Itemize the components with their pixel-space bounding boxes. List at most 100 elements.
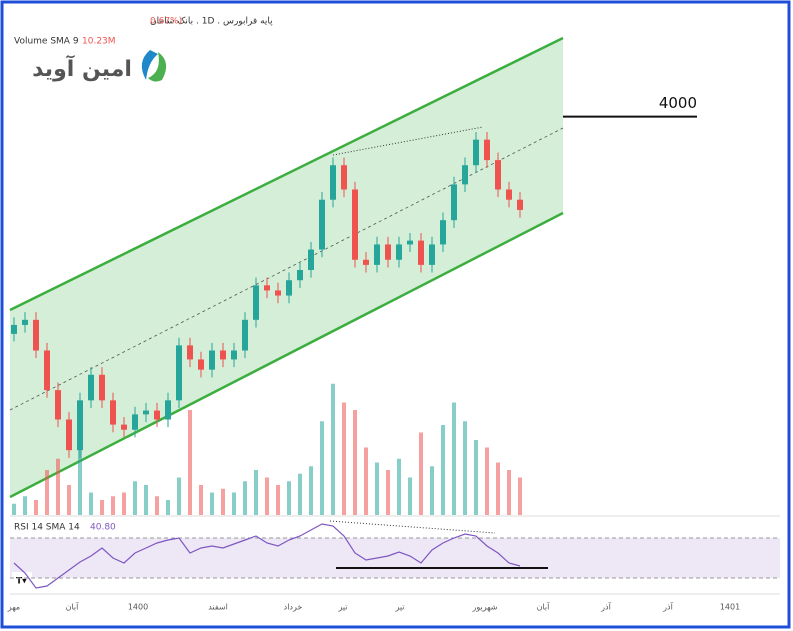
candle-body	[55, 390, 61, 420]
channel-mid	[9, 127, 564, 411]
candle-body	[176, 345, 182, 401]
volume-bar	[430, 466, 434, 515]
volume-bar	[232, 492, 236, 515]
candle-body	[187, 345, 193, 360]
volume-sma: 10.23M	[82, 37, 116, 47]
volume-bar	[166, 500, 170, 515]
candle-body	[110, 400, 116, 425]
channel-fill	[10, 38, 563, 497]
x-tick-label: شهریور	[471, 603, 497, 612]
x-tick-label: مهر	[7, 603, 20, 612]
candle-body	[495, 160, 501, 190]
candle-body	[198, 359, 204, 370]
candle-body	[506, 189, 512, 200]
header: پایه فرابورس . 1D . بانک سامان	[150, 17, 273, 27]
volume-bar	[12, 503, 16, 515]
tv-mark: T▾	[16, 577, 27, 587]
volume-bar	[331, 383, 335, 515]
candle-body	[374, 244, 380, 265]
volume-bar	[111, 496, 115, 515]
candle-body	[385, 244, 391, 260]
rsi-sma: 40.80	[90, 523, 116, 533]
volume-bar	[133, 481, 137, 515]
volume-bar	[122, 492, 126, 515]
candle-body	[352, 189, 358, 260]
x-tick-label: تیر	[394, 603, 404, 612]
candle-body	[154, 410, 160, 420]
candle-body	[253, 285, 259, 320]
volume-bar	[364, 447, 368, 515]
candle-body	[330, 165, 336, 200]
logo-icon	[148, 52, 167, 82]
volume-bar	[463, 421, 467, 515]
volume-bar	[210, 492, 214, 515]
volume-bar	[177, 477, 181, 515]
rsi-band	[10, 538, 780, 578]
volume-bar	[496, 462, 500, 515]
logo: امین آوید	[32, 50, 167, 82]
volume-bar	[89, 492, 93, 515]
volume-bar	[485, 447, 489, 515]
volume-bar	[397, 458, 401, 515]
candle-body	[231, 350, 237, 360]
level-label: 4000	[659, 94, 697, 112]
candle-body	[264, 285, 270, 291]
volume-bar	[353, 410, 357, 515]
volume-bar	[507, 470, 511, 515]
volume-bar	[144, 485, 148, 515]
x-tick-label: خرداد	[284, 603, 303, 612]
x-tick-label: آذر	[600, 602, 611, 612]
volume-bar	[518, 477, 522, 515]
volume-bar	[419, 432, 423, 515]
candle-body	[308, 249, 314, 270]
x-tick-label: آبان	[66, 602, 80, 612]
candle-body	[22, 319, 28, 325]
volume-bar	[386, 470, 390, 515]
candle-body	[99, 374, 105, 401]
candle-body	[319, 199, 325, 250]
volume-bar	[265, 477, 269, 515]
candle-body	[440, 220, 446, 245]
candle-body	[451, 184, 457, 221]
candle-body	[363, 259, 369, 265]
volume-bar	[254, 470, 258, 515]
candle-body	[297, 270, 303, 281]
candle-body	[44, 350, 50, 391]
volume-bar	[155, 496, 159, 515]
volume-bar	[309, 466, 313, 515]
candle-body	[462, 165, 468, 185]
candle-body	[242, 319, 248, 351]
logo-icon	[141, 50, 158, 80]
volume-bar	[100, 500, 104, 515]
candle-body	[220, 350, 226, 360]
x-tick-label: تیر	[337, 603, 347, 612]
volume-bar	[34, 500, 38, 515]
candle-body	[143, 410, 149, 415]
volume-bar	[67, 485, 71, 515]
channel-lower	[9, 211, 564, 499]
candle-body	[484, 139, 490, 161]
candle-body	[66, 419, 72, 451]
volume-bar	[375, 462, 379, 515]
candle-body	[429, 244, 435, 265]
candle-body	[396, 244, 402, 260]
x-tick-label: 1401	[720, 603, 740, 612]
rsi-trend-line	[329, 520, 496, 534]
volume-bar	[221, 488, 225, 515]
volume-bar	[78, 440, 82, 515]
candle-body	[121, 424, 127, 430]
candle-body	[473, 139, 479, 166]
candle-body	[132, 414, 138, 430]
candle-body	[286, 280, 292, 296]
volume-label: Volume SMA 9	[14, 37, 79, 47]
rsi-label: RSI 14 SMA 14	[14, 523, 80, 533]
candle-body	[165, 400, 171, 420]
volume-bar	[408, 477, 412, 515]
candle-body	[275, 290, 281, 296]
channel-upper	[9, 36, 564, 312]
volume-bar	[276, 485, 280, 515]
volume-bar	[56, 458, 60, 515]
change: 0.67%)	[150, 17, 182, 27]
